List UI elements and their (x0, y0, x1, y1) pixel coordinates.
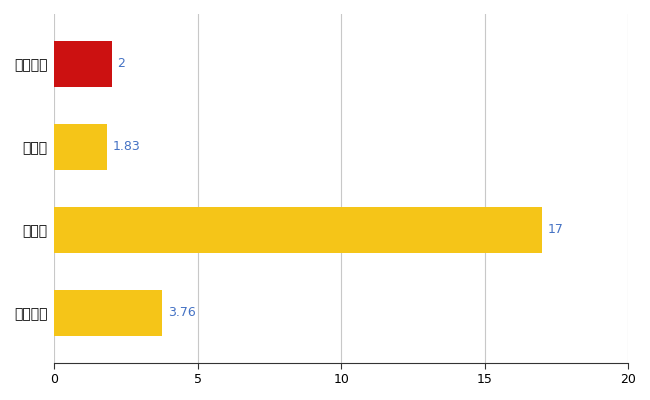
Text: 2: 2 (118, 57, 125, 70)
Text: 17: 17 (548, 223, 564, 236)
Text: 1.83: 1.83 (112, 140, 140, 153)
Bar (55, 124, 107, 170)
Bar (55, 207, 542, 253)
Text: 3.76: 3.76 (168, 306, 196, 319)
Bar (55, 290, 162, 336)
Bar (55, 41, 112, 86)
